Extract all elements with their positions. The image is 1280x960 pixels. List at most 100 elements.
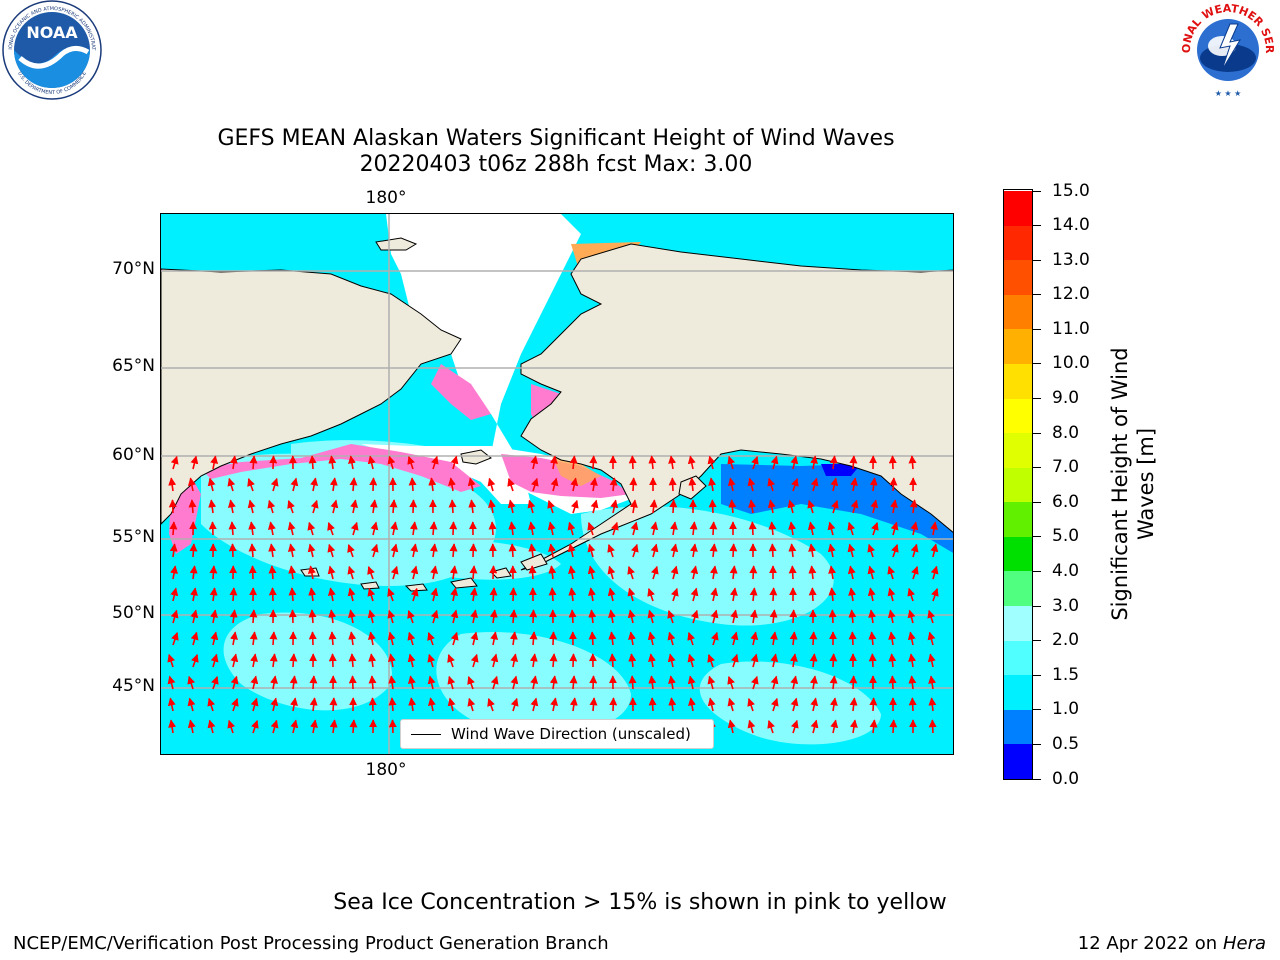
wind-wave-arrow [328,609,337,624]
wind-wave-arrow [169,521,178,536]
noaa-logo: NOAA NATIONAL OCEANIC AND ATMOSPHERIC AD… [0,0,104,104]
wind-wave-arrow [730,631,739,646]
wind-wave-arrow [729,543,738,558]
wind-wave-arrow [229,455,238,470]
wind-wave-arrow [407,455,415,470]
wind-wave-arrow [510,653,519,668]
colorbar-tick-label: 15.0 [1052,180,1090,201]
wind-wave-arrow [668,697,677,712]
colorbar-tick-mark [1033,640,1041,642]
wind-wave-arrow [887,609,896,624]
wind-wave-arrow [569,697,578,712]
wind-wave-arrow [507,499,516,514]
wind-wave-arrow [829,455,838,470]
wind-wave-arrow [830,719,839,734]
wind-wave-arrow [908,653,917,668]
wind-wave-arrow [427,675,436,690]
wind-wave-arrow [868,609,877,624]
wind-wave-arrow [269,631,278,646]
wind-wave-arrow [390,565,399,580]
land-st-lawrence-island [460,449,492,465]
wind-wave-arrow [249,609,258,624]
wind-wave-arrow [931,587,939,602]
wind-wave-arrow [387,631,396,646]
ocean-light-patches [201,440,881,745]
wind-wave-arrow [669,499,678,514]
wind-wave-arrow [310,477,319,492]
wind-wave-arrow [170,609,179,624]
wind-wave-arrow [549,675,558,690]
wind-wave-arrow [247,478,255,492]
wind-wave-arrow [648,675,657,690]
wind-wave-arrow [170,455,179,470]
wind-wave-arrow [827,521,836,536]
wind-wave-arrow [810,719,819,734]
wind-wave-arrow [907,609,916,624]
wind-wave-arrow [210,455,219,470]
wind-wave-arrow [528,543,537,558]
wind-wave-arrow [749,609,758,624]
wind-wave-arrow [409,499,418,514]
colorbar-tick-mark [1033,570,1041,572]
wind-wave-arrow [168,477,177,492]
colorbar-tick-label: 11.0 [1052,318,1090,339]
wind-wave-arrow [507,477,515,492]
wind-wave-arrow [590,499,599,514]
wind-wave-arrow [728,499,737,514]
wind-wave-arrow [429,543,438,558]
wind-wave-arrow [348,631,357,646]
wind-wave-arrow [867,587,876,602]
wind-wave-arrow [869,719,878,734]
wind-wave-arrow [350,521,359,536]
wind-wave-arrow [888,631,897,646]
wind-wave-arrow [749,565,758,580]
wind-wave-arrow [211,675,219,690]
wind-wave-arrow [647,587,655,602]
wind-wave-arrow [530,697,539,712]
wind-wave-arrow [268,587,277,602]
wind-wave-arrow [709,543,718,558]
wind-wave-arrow [250,697,259,712]
wind-wave-arrow [189,543,198,558]
wind-wave-arrow [529,653,538,668]
wind-wave-arrow [388,719,397,734]
colorbar-segment [1004,433,1032,468]
wind-wave-arrow [749,587,758,602]
wind-wave-arrow [550,477,559,492]
wind-wave-arrow [508,543,517,558]
title-line-2: 20220403 t06z 288h fcst Max: 3.00 [359,152,753,177]
wind-wave-arrow [190,631,199,646]
wind-wave-arrow [588,609,597,624]
colorbar-tick-mark [1033,501,1041,503]
wind-wave-arrow [567,543,576,558]
wind-wave-arrow [770,697,779,712]
wind-wave-arrow [270,477,279,492]
wind-wave-arrow [869,477,878,492]
wind-wave-arrow [287,543,296,558]
wind-wave-arrow [347,565,356,580]
wind-wave-arrow [230,631,238,646]
wind-wave-arrow [169,543,178,558]
wind-wave-arrow [710,587,719,602]
wind-wave-arrow [250,675,259,690]
wind-wave-arrow [548,565,557,580]
wind-wave-arrow [230,675,239,690]
wind-wave-arrow [790,719,799,734]
wind-wave-arrow [489,609,498,624]
wind-wave-arrow [831,499,839,514]
wind-wave-arrow [570,477,579,492]
wind-wave-arrow [667,631,676,646]
wind-wave-arrow [930,521,938,536]
colorbar-tick-mark [1033,536,1041,538]
wind-wave-arrow [227,719,236,734]
colorbar-title-line-1: Significant Height of Wind [1108,347,1132,621]
wind-wave-arrow [529,609,538,624]
wind-wave-arrow [447,654,455,668]
wind-wave-arrow [849,697,858,712]
wind-wave-arrow [648,653,656,668]
wind-wave-arrow [609,477,618,492]
wind-wave-arrow [907,587,916,602]
wind-wave-arrow [808,543,817,558]
wind-wave-arrow [249,455,258,470]
wind-wave-arrow [670,565,679,580]
